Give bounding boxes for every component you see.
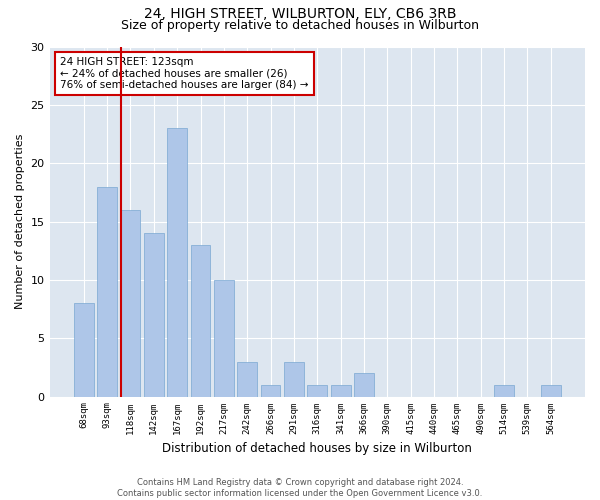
Bar — [191, 245, 211, 396]
Bar — [260, 385, 280, 396]
Bar — [97, 186, 117, 396]
Bar — [214, 280, 234, 396]
Bar — [121, 210, 140, 396]
Text: Contains HM Land Registry data © Crown copyright and database right 2024.
Contai: Contains HM Land Registry data © Crown c… — [118, 478, 482, 498]
Bar — [494, 385, 514, 396]
Bar — [331, 385, 350, 396]
Bar — [354, 373, 374, 396]
Bar — [284, 362, 304, 396]
Bar — [74, 303, 94, 396]
Text: 24 HIGH STREET: 123sqm
← 24% of detached houses are smaller (26)
76% of semi-det: 24 HIGH STREET: 123sqm ← 24% of detached… — [60, 57, 309, 90]
Y-axis label: Number of detached properties: Number of detached properties — [15, 134, 25, 309]
Text: Size of property relative to detached houses in Wilburton: Size of property relative to detached ho… — [121, 18, 479, 32]
Text: 24, HIGH STREET, WILBURTON, ELY, CB6 3RB: 24, HIGH STREET, WILBURTON, ELY, CB6 3RB — [144, 8, 456, 22]
Bar — [238, 362, 257, 396]
Bar — [307, 385, 327, 396]
Bar — [541, 385, 560, 396]
Bar — [167, 128, 187, 396]
X-axis label: Distribution of detached houses by size in Wilburton: Distribution of detached houses by size … — [163, 442, 472, 455]
Bar — [144, 233, 164, 396]
